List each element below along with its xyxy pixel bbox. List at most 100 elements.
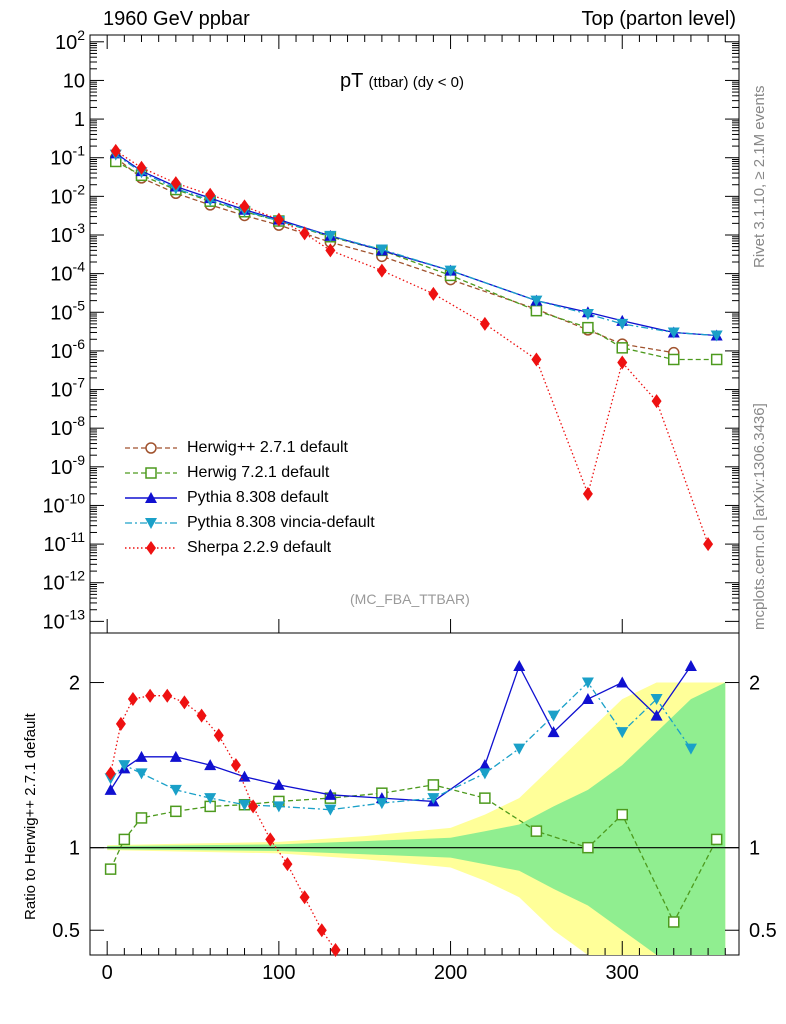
ratio-series-line — [110, 681, 692, 811]
data-point — [616, 676, 629, 688]
data-point — [196, 708, 207, 723]
data-point — [651, 394, 662, 409]
main-series-line — [115, 154, 717, 337]
data-point — [479, 792, 491, 804]
ratio-series-lines — [104, 660, 723, 958]
data-point — [325, 243, 336, 258]
y-tick-label: 10-1 — [50, 143, 85, 170]
y-tick-label: 10-2 — [50, 181, 85, 208]
x-tick-label: 200 — [434, 962, 467, 984]
data-point — [135, 750, 148, 762]
y-tick-label: 10-8 — [50, 413, 85, 440]
data-point — [105, 766, 116, 781]
data-point — [238, 799, 251, 811]
ratio-y-tick-label-right: 0.5 — [749, 920, 777, 942]
data-point — [684, 660, 697, 672]
y-tick-label: 10-13 — [43, 606, 86, 633]
data-point — [668, 916, 680, 928]
legend-item-herwig7: Herwig 7.2.1 default — [123, 463, 423, 483]
data-point — [650, 709, 663, 721]
legend-label: Pythia 8.308 default — [187, 489, 329, 506]
data-point — [616, 318, 629, 330]
legend-label: Herwig++ 2.7.1 default — [187, 439, 348, 456]
y-tick-label: 102 — [55, 27, 85, 54]
data-point — [324, 788, 337, 800]
data-point — [330, 943, 341, 958]
main-series-line — [115, 150, 709, 545]
ratio-panel-frame — [89, 632, 740, 956]
data-point — [265, 832, 276, 847]
data-point — [115, 716, 126, 731]
data-point — [127, 692, 138, 707]
ratio-y-axis: 0.5 0.5 1 1 2 2 — [52, 673, 777, 943]
data-point — [581, 693, 594, 705]
data-point — [375, 798, 388, 810]
data-point — [204, 793, 217, 805]
data-point — [513, 660, 526, 672]
data-point — [710, 330, 723, 342]
data-point — [170, 176, 181, 191]
plot-title: pT (ttbar) (dy < 0) — [340, 70, 464, 93]
plot-title-sub: (ttbar) (dy < 0) — [368, 74, 464, 91]
data-point — [581, 309, 594, 321]
data-point — [104, 863, 117, 875]
ratio-y-tick-label: 0.5 — [52, 920, 80, 942]
data-point — [478, 768, 491, 780]
main-series-line — [115, 152, 717, 337]
data-point — [616, 727, 629, 739]
mcplots-credit-label: mcplots.cern.ch [arXiv:1306.3436] — [751, 403, 768, 630]
data-point — [582, 321, 594, 334]
data-point — [118, 833, 131, 846]
data-point — [427, 793, 440, 805]
data-point — [530, 304, 543, 317]
data-point — [204, 759, 217, 771]
y-tick-label: 10-5 — [50, 297, 85, 324]
data-point — [273, 212, 284, 227]
data-point — [479, 316, 490, 331]
y-tick-label: 10-10 — [43, 490, 86, 517]
ratio-series — [104, 677, 697, 816]
data-point — [205, 187, 216, 202]
data-point — [428, 286, 439, 301]
ratio-y-tick-label: 2 — [69, 673, 80, 695]
data-point — [213, 728, 224, 743]
data-point — [710, 833, 723, 846]
main-series-lines — [109, 143, 723, 552]
data-point — [118, 760, 131, 772]
mc-uncertainty-bands — [107, 682, 726, 955]
data-point — [299, 226, 310, 241]
data-point — [668, 353, 680, 366]
rivet-version-label: Rivet 3.1.10, ≥ 2.1M events — [751, 85, 768, 269]
data-point — [582, 841, 594, 854]
ratio-series-line — [110, 784, 718, 924]
data-point — [248, 799, 259, 814]
x-tick-label: 0 — [102, 962, 113, 984]
inner-uncertainty-band — [107, 682, 726, 955]
legend-item-pythia: Pythia 8.308 default — [123, 488, 423, 508]
ratio-y-axis-label: Ratio to Herwig++ 2.7.1 default — [22, 713, 39, 920]
data-point — [110, 143, 121, 158]
x-axis: 0 100 200 300 — [102, 35, 726, 984]
data-point — [667, 327, 680, 339]
legend-label: Herwig 7.2.1 default — [187, 464, 330, 481]
data-point — [324, 804, 337, 816]
data-point — [272, 778, 285, 790]
data-point — [376, 263, 387, 278]
data-point — [444, 265, 457, 277]
data-point — [703, 537, 714, 552]
x-tick-label: 100 — [262, 962, 295, 984]
data-point — [530, 825, 543, 837]
x-tick-label: 300 — [606, 962, 639, 984]
data-point — [547, 710, 560, 722]
legend-item-herwigpp: Herwig++ 2.7.1 default — [123, 438, 423, 458]
y-tick-label: 10-7 — [50, 375, 85, 402]
data-point — [427, 779, 440, 791]
data-point — [617, 355, 628, 370]
data-point — [170, 805, 182, 818]
header-process-label: Top (parton level) — [581, 8, 736, 30]
data-point — [684, 743, 697, 755]
data-point — [135, 768, 148, 780]
y-tick-label: 10-12 — [43, 568, 86, 595]
y-tick-label: 10-4 — [50, 259, 85, 286]
